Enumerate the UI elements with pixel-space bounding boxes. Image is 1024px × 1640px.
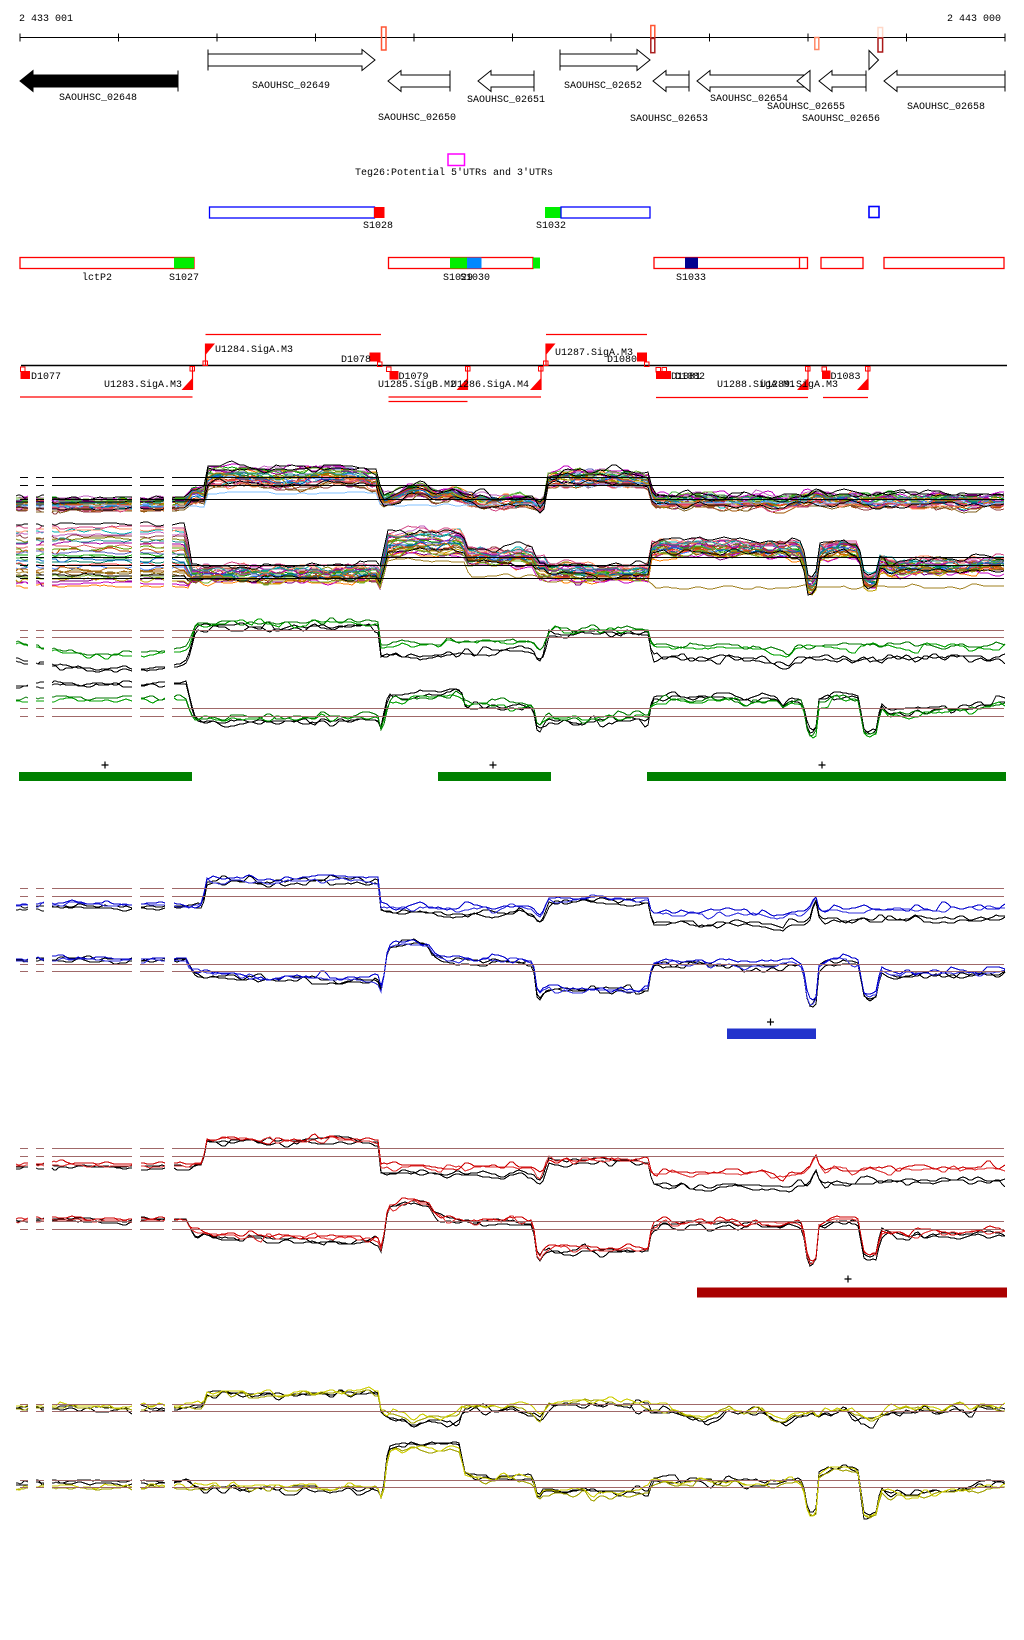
svg-text:2 443 000: 2 443 000 [947, 14, 1001, 25]
svg-text:SAOUHSC_02650: SAOUHSC_02650 [378, 113, 456, 124]
svg-text:U1283.SigA.M3: U1283.SigA.M3 [104, 379, 182, 391]
svg-text:SAOUHSC_02652: SAOUHSC_02652 [564, 81, 642, 92]
svg-text:D1078: D1078 [341, 355, 371, 366]
svg-text:U1289.SigA.M3: U1289.SigA.M3 [760, 379, 838, 391]
svg-text:SAOUHSC_02658: SAOUHSC_02658 [907, 102, 985, 113]
svg-text:lctP2: lctP2 [82, 272, 112, 284]
svg-text:SAOUHSC_02655: SAOUHSC_02655 [767, 102, 845, 113]
svg-text:U1288.SigA.M1: U1288.SigA.M1 [717, 379, 795, 391]
svg-text:U1285.SigB.M2: U1285.SigB.M2 [378, 379, 456, 391]
svg-text:Teg26:Potential 5'UTRs and 3'U: Teg26:Potential 5'UTRs and 3'UTRs [355, 167, 553, 179]
svg-text:SAOUHSC_02653: SAOUHSC_02653 [630, 114, 708, 125]
svg-text:SAOUHSC_02649: SAOUHSC_02649 [252, 81, 330, 92]
svg-text:S1032: S1032 [536, 221, 566, 232]
svg-text:SAOUHSC_02651: SAOUHSC_02651 [467, 95, 545, 106]
svg-text:SAOUHSC_02654: SAOUHSC_02654 [710, 94, 788, 105]
svg-text:S1028: S1028 [363, 221, 393, 232]
svg-text:D1077: D1077 [31, 372, 61, 383]
svg-text:2 433 001: 2 433 001 [19, 14, 73, 25]
svg-text:D1079: D1079 [399, 372, 429, 383]
svg-text:U1284.SigA.M3: U1284.SigA.M3 [215, 344, 293, 356]
svg-text:U1287.SigA.M3: U1287.SigA.M3 [555, 347, 633, 359]
svg-text:D1082: D1082 [675, 372, 705, 383]
svg-text:S1033: S1033 [676, 273, 706, 284]
svg-text:U1286.SigA.M4: U1286.SigA.M4 [451, 379, 529, 391]
svg-text:S1030: S1030 [460, 273, 490, 284]
svg-text:D1081: D1081 [671, 372, 701, 383]
svg-text:SAOUHSC_02656: SAOUHSC_02656 [802, 114, 880, 125]
svg-text:S1029: S1029 [443, 273, 473, 284]
svg-text:SAOUHSC_02648: SAOUHSC_02648 [59, 93, 137, 104]
svg-text:S1027: S1027 [169, 273, 199, 284]
svg-text:D1080: D1080 [607, 355, 637, 366]
svg-text:D1083: D1083 [831, 372, 861, 383]
